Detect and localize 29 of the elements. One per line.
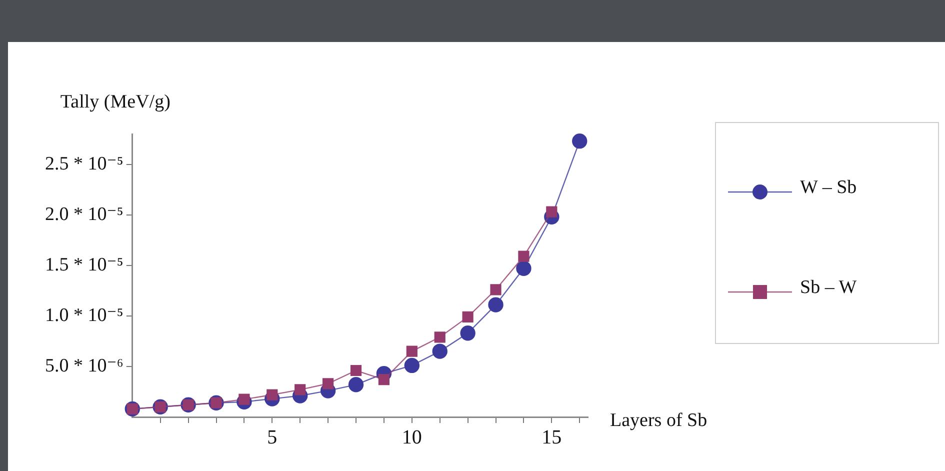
point xyxy=(404,358,420,374)
point xyxy=(432,344,448,359)
y-tick-label: 5.0 * 10⁻⁶ xyxy=(44,355,124,376)
y-tick-label: 1.0 * 10⁻⁵ xyxy=(44,304,124,326)
x-tick-label: 5 xyxy=(267,426,278,448)
point xyxy=(516,260,532,276)
y-tick-label: 2.0 * 10⁻⁵ xyxy=(44,204,124,225)
point xyxy=(294,384,306,396)
legend-label: Sb – W xyxy=(800,276,857,298)
point xyxy=(488,297,504,312)
y-tick-label: 2.5 * 10⁻⁵ xyxy=(44,153,124,174)
point xyxy=(546,206,558,218)
point xyxy=(378,374,390,386)
point xyxy=(322,378,334,390)
point xyxy=(572,133,588,149)
y-tick-label: 1.5 * 10⁻⁵ xyxy=(44,254,124,276)
point xyxy=(490,284,502,296)
point xyxy=(406,346,418,357)
point xyxy=(350,364,362,376)
point xyxy=(462,311,474,322)
point xyxy=(434,332,446,343)
point xyxy=(518,250,530,262)
point xyxy=(348,377,364,392)
x-tick-label: 10 xyxy=(402,426,422,448)
point xyxy=(460,326,476,341)
x-tick-label: 15 xyxy=(542,426,562,448)
y-axis-title: Tally (MeV/g) xyxy=(60,91,170,112)
legend-label: W – Sb xyxy=(800,176,857,198)
x-axis-title: Layers of Sb xyxy=(610,410,708,431)
